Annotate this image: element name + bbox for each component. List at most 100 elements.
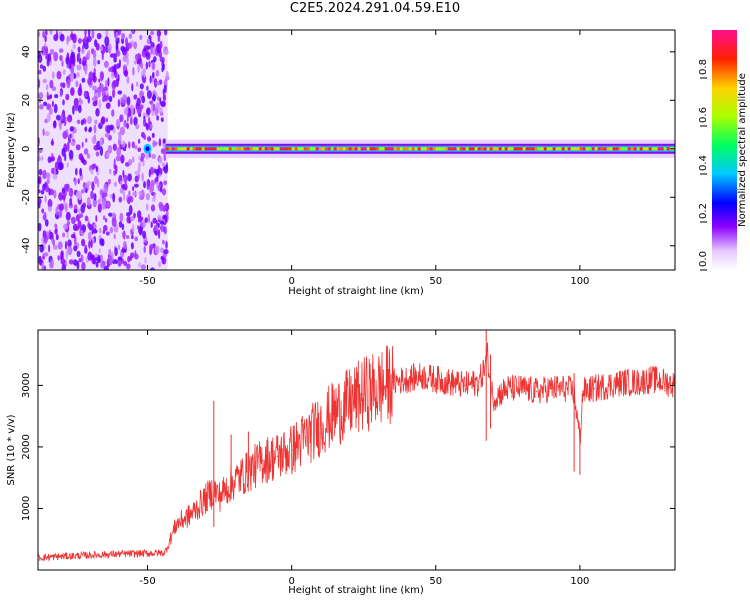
noise-blob	[38, 78, 41, 89]
noise-blob	[57, 162, 63, 171]
noise-blob	[160, 117, 164, 122]
noise-blob	[119, 114, 124, 122]
noise-blob	[121, 248, 127, 253]
noise-blob	[126, 263, 131, 270]
noise-blob	[39, 64, 44, 69]
noise-blob	[81, 158, 86, 164]
noise-blob	[38, 175, 42, 185]
noise-blob	[84, 30, 87, 37]
signal-core	[177, 147, 181, 151]
noise-blob	[42, 183, 47, 191]
snr-point	[636, 381, 639, 383]
noise-blob	[144, 257, 147, 264]
signal-core	[363, 147, 367, 151]
noise-blob	[96, 178, 100, 188]
noise-blob	[124, 181, 127, 187]
noise-blob	[158, 229, 161, 240]
signal-core	[411, 147, 415, 151]
signal-core	[267, 147, 271, 151]
noise-blob	[148, 60, 151, 68]
signal-core	[570, 147, 574, 151]
noise-blob	[146, 45, 152, 50]
noise-blob	[108, 67, 113, 73]
noise-blob	[91, 96, 97, 102]
noise-blob	[118, 196, 123, 203]
colorbar-gradient	[712, 30, 737, 270]
signal-core	[633, 147, 637, 151]
noise-blob	[160, 186, 163, 193]
noise-blob	[107, 43, 112, 52]
noise-blob	[70, 216, 76, 225]
noise-blob	[145, 153, 149, 160]
noise-blob	[60, 82, 64, 88]
noise-blob	[100, 74, 103, 82]
noise-blob	[149, 184, 153, 194]
signal-core	[312, 147, 316, 151]
signal-core	[576, 147, 580, 151]
snr-point	[489, 384, 492, 386]
noise-blob	[54, 94, 59, 99]
noise-blob	[91, 135, 97, 145]
noise-blob	[166, 210, 169, 216]
noise-blob	[98, 248, 101, 254]
noise-blob	[88, 240, 91, 249]
snr-point	[536, 390, 538, 393]
signal-core	[645, 147, 649, 151]
noise-blob	[92, 198, 98, 208]
signal-core	[345, 147, 349, 151]
noise-blob	[78, 153, 84, 161]
noise-blob	[103, 192, 108, 198]
noise-blob	[55, 206, 58, 216]
noise-blob	[134, 183, 139, 188]
signal-core	[459, 147, 463, 151]
noise-blob	[69, 133, 72, 139]
signal-core	[381, 147, 385, 151]
noise-blob	[145, 61, 148, 70]
snr-point	[622, 381, 624, 383]
noise-blob	[160, 247, 165, 253]
noise-blob	[126, 115, 129, 123]
noise-blob	[92, 229, 98, 234]
noise-blob	[124, 69, 129, 77]
noise-blob	[86, 35, 92, 43]
signal-core	[447, 147, 451, 151]
noise-blob	[62, 192, 66, 202]
noise-blob	[150, 30, 155, 36]
noise-blob	[150, 179, 155, 187]
noise-blob	[161, 66, 164, 73]
noise-blob	[117, 74, 120, 82]
signal-core	[564, 147, 568, 151]
chart-title: C2E5.2024.291.04.59.E10	[289, 1, 461, 16]
signal-core	[660, 147, 664, 151]
signal-core	[543, 147, 547, 151]
noise-blob	[112, 192, 116, 203]
noise-blob	[96, 32, 102, 40]
signal-core	[465, 147, 469, 151]
noise-blob	[51, 71, 55, 79]
signal-core	[621, 147, 625, 151]
x-tick-label: 0	[288, 576, 294, 587]
noise-blob	[65, 202, 68, 213]
noise-blob	[123, 260, 128, 266]
noise-blob	[128, 204, 133, 215]
signal-core	[537, 147, 541, 151]
signal-core	[351, 147, 355, 151]
signal-core	[225, 147, 229, 151]
noise-blob	[51, 100, 55, 108]
noise-blob	[111, 217, 117, 228]
noise-blob	[149, 75, 152, 84]
noise-blob	[150, 46, 153, 55]
colorbar-ticks: 0.0 0.2 0.4 0.6 0.8	[698, 59, 709, 271]
noise-blob	[134, 53, 139, 61]
signal-core	[474, 147, 478, 151]
noise-blob	[67, 239, 72, 248]
noise-blob	[38, 69, 42, 75]
noise-blob	[149, 100, 154, 105]
noise-blob	[80, 189, 85, 194]
signal-core	[513, 147, 517, 151]
noise-blob	[75, 191, 80, 199]
noise-blob	[50, 258, 54, 269]
noise-blob	[81, 261, 86, 270]
noise-blob	[104, 60, 109, 68]
signal-core	[192, 147, 196, 151]
